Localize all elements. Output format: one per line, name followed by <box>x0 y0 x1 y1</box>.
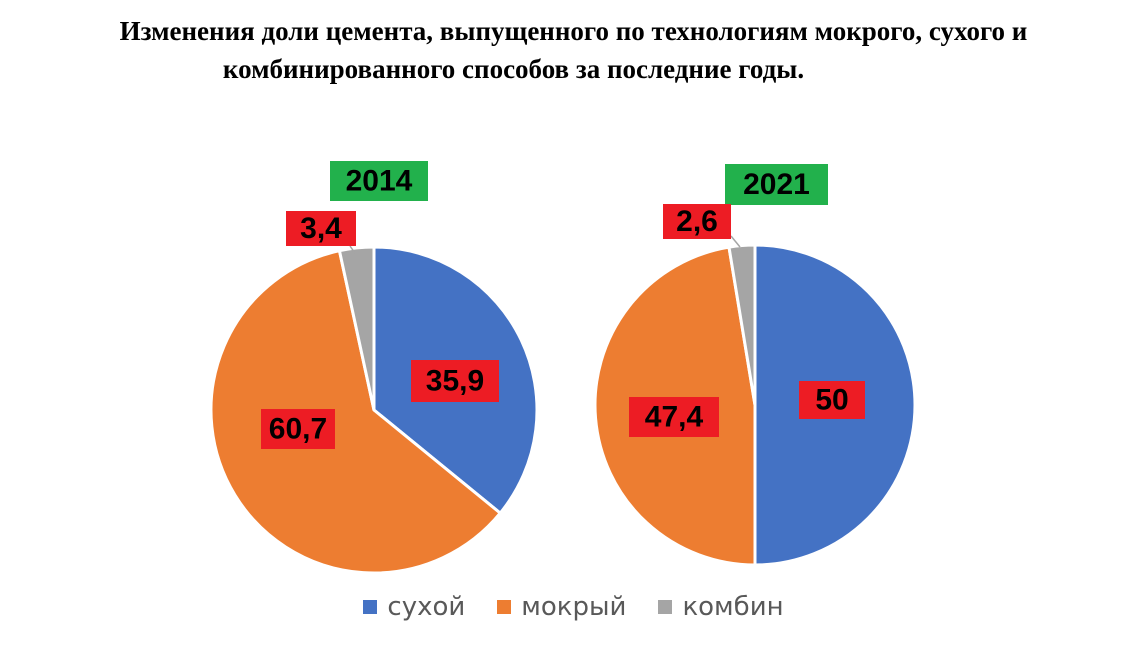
year-label-2014: 2014 <box>346 165 413 198</box>
legend-swatch-wet <box>497 600 512 614</box>
year-badge-2014 <box>330 161 428 201</box>
legend-item-combined: комбин <box>658 592 784 622</box>
pie-chart-2014: 2014 35,9 60,7 3,4 <box>209 161 539 575</box>
pie-chart-2021: 2021 50 47,4 2,6 <box>593 164 917 567</box>
value-badge-combined-2014 <box>286 211 356 246</box>
pie-slice-wet-2014 <box>209 249 502 575</box>
value-badge-dry-2014 <box>411 360 499 402</box>
legend-swatch-dry <box>363 600 378 614</box>
legend-item-dry: сухой <box>363 592 465 622</box>
chart-title-line-2: комбинированного способов за последние г… <box>222 54 805 84</box>
value-badge-combined-2021 <box>663 204 731 239</box>
year-badge-2021 <box>725 164 828 205</box>
legend: сухой мокрый комбин <box>0 592 1147 622</box>
legend-item-wet: мокрый <box>497 592 626 622</box>
value-label-combined-2014: 3,4 <box>300 212 342 245</box>
legend-label-wet: мокрый <box>521 592 627 622</box>
chart-title-line-1: Изменения доли цемента, выпущенного по т… <box>119 16 1028 46</box>
value-badge-wet-2021 <box>629 397 719 437</box>
year-label-2021: 2021 <box>743 168 810 201</box>
legend-label-dry: сухой <box>387 592 466 622</box>
leader-line-2021 <box>730 235 741 248</box>
legend-label-combined: комбин <box>682 592 784 622</box>
value-label-wet-2014: 60,7 <box>269 413 327 446</box>
value-label-combined-2021: 2,6 <box>676 205 718 238</box>
leader-line-2014 <box>349 245 358 257</box>
value-badge-dry-2021 <box>799 381 865 419</box>
legend-swatch-combined <box>658 600 673 614</box>
value-label-dry-2014: 35,9 <box>426 365 484 398</box>
value-label-dry-2021: 50 <box>815 384 848 417</box>
value-badge-wet-2014 <box>261 409 335 449</box>
pie-slice-combined-2021 <box>727 243 757 407</box>
value-label-wet-2021: 47,4 <box>645 401 704 434</box>
pie-slice-combined-2014 <box>337 245 376 412</box>
chart-title: Изменения доли цемента, выпущенного по т… <box>0 12 1147 88</box>
